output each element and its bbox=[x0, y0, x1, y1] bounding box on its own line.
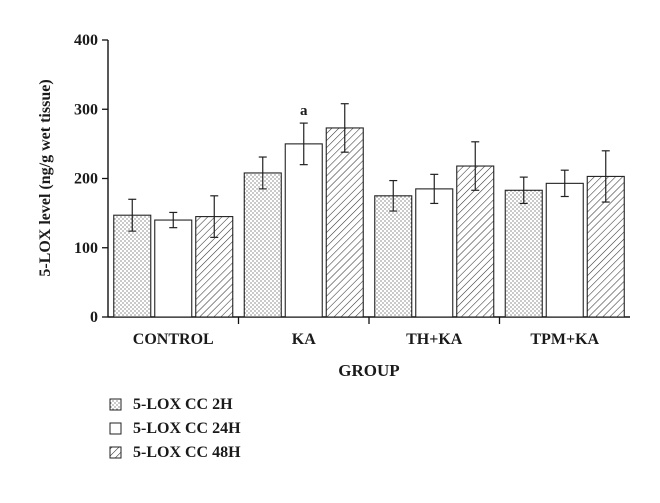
y-tick-label: 100 bbox=[74, 240, 98, 257]
legend-swatch bbox=[109, 446, 122, 459]
legend-swatch bbox=[109, 398, 122, 411]
x-tick-label: TH+KA bbox=[406, 331, 463, 348]
legend-label: 5-LOX CC 24H bbox=[133, 420, 241, 437]
y-ticks: 0 100 200 300 400 bbox=[74, 32, 108, 326]
y-tick-label: 400 bbox=[74, 32, 98, 49]
x-tick-label: CONTROL bbox=[133, 331, 214, 348]
legend-label: 5-LOX CC 2H bbox=[133, 396, 233, 413]
legend-label: 5-LOX CC 48H bbox=[133, 444, 241, 461]
x-tick-label: TPM+KA bbox=[530, 331, 599, 348]
bars bbox=[113, 127, 625, 318]
bar-th-ka-series-1 bbox=[374, 195, 413, 318]
error-bars bbox=[128, 103, 610, 238]
bar-ka-series-1 bbox=[243, 172, 282, 318]
annotations: a bbox=[300, 103, 308, 119]
significance-label: a bbox=[300, 103, 308, 119]
y-axis-title: 5-LOX level (ng/g wet tissue) bbox=[37, 79, 54, 276]
bar-th-ka-series-2 bbox=[415, 188, 454, 318]
x-axis-title: GROUP bbox=[338, 361, 399, 380]
bar-control-series-2 bbox=[154, 219, 193, 318]
legend-swatch bbox=[109, 422, 122, 435]
y-tick-label: 0 bbox=[90, 309, 98, 326]
bar-ka-series-3 bbox=[325, 127, 364, 318]
bar-tpm-ka-series-2 bbox=[545, 182, 584, 318]
bar-ka-series-2 bbox=[284, 143, 323, 318]
y-tick-label: 300 bbox=[74, 101, 98, 118]
bar-tpm-ka-series-1 bbox=[504, 189, 543, 318]
bar-th-ka-series-3 bbox=[456, 165, 495, 318]
legend: 5-LOX CC 2H 5-LOX CC 24H 5-LOX CC 48H bbox=[109, 396, 241, 461]
x-tick-label: KA bbox=[292, 331, 316, 348]
x-ticks: CONTROL KA TH+KA TPM+KA bbox=[133, 317, 600, 348]
y-tick-label: 200 bbox=[74, 171, 98, 188]
